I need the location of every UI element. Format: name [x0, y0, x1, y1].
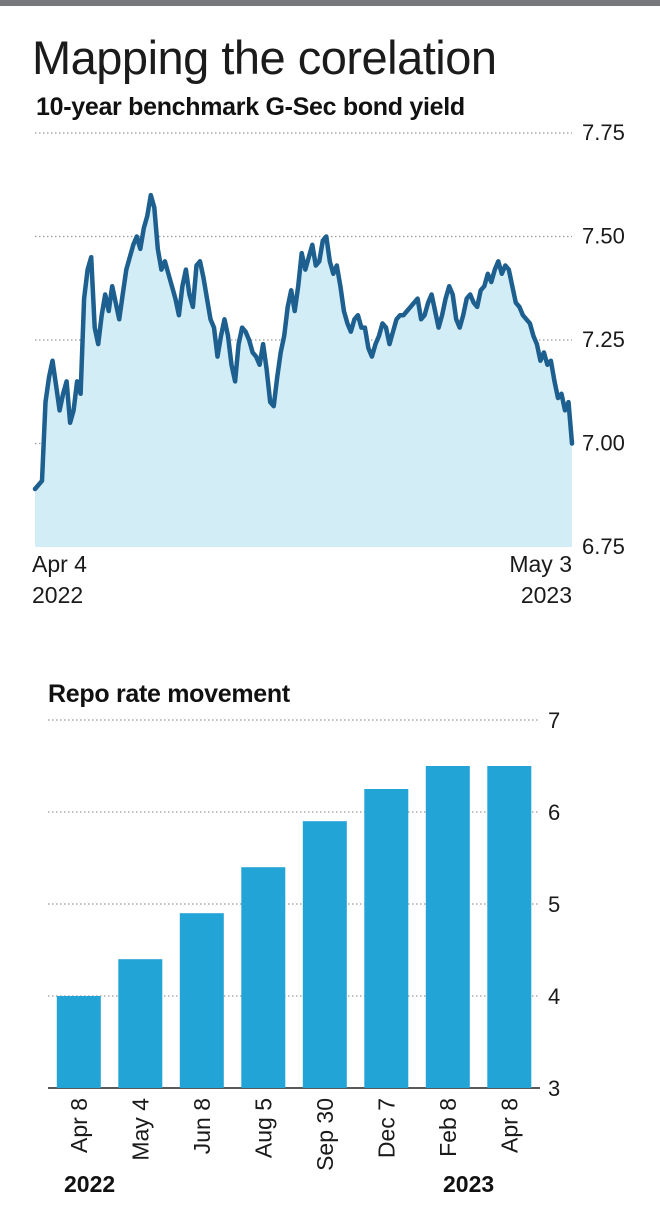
top-rule	[0, 0, 660, 6]
x-end-date-label: May 3	[509, 551, 572, 577]
page-title: Mapping the corelation	[32, 31, 497, 84]
yield-line	[32, 192, 575, 492]
repo-year-label-2022: 2022	[64, 1171, 115, 1197]
repo-category-label: Feb 8	[435, 1098, 461, 1157]
repo-bar	[487, 766, 532, 1088]
repo-bars	[56, 766, 532, 1088]
repo-bar	[241, 867, 286, 1088]
yield-y-tick-label: 7.75	[582, 120, 625, 145]
yield-area	[35, 195, 572, 547]
repo-bar	[179, 913, 224, 1088]
x-start-date-label: Apr 4	[32, 551, 87, 577]
yield-y-tick-label: 7.25	[582, 327, 625, 352]
repo-bar	[56, 996, 101, 1088]
repo-x-axis: Apr 8 May 4 Jun 8 Aug 5 Sep 30 Dec 7 Feb 8 Apr …	[66, 1098, 522, 1171]
yield-y-axis: 7.75 7.50 7.25 7.00 6.75	[582, 120, 625, 559]
repo-y-tick-label: 4	[548, 984, 560, 1009]
repo-y-tick-label: 5	[548, 892, 560, 917]
repo-category-label: Dec 7	[373, 1098, 399, 1158]
repo-chart: 7 6 5 4 3 Apr 8 May 4 Jun 8 Aug 5 Sep 30 Dec 7 Feb…	[48, 708, 560, 1197]
x-start-year-label: 2022	[32, 582, 83, 608]
repo-category-label: Apr 8	[496, 1098, 522, 1153]
repo-year-label-2023: 2023	[443, 1171, 494, 1197]
repo-bar	[118, 959, 163, 1088]
repo-category-label: Sep 30	[312, 1098, 338, 1171]
repo-bar	[302, 821, 347, 1088]
yield-y-tick-label: 7.50	[582, 224, 625, 249]
yield-chart-title: 10-year benchmark G-Sec bond yield	[36, 93, 465, 121]
yield-y-tick-label: 6.75	[582, 534, 625, 559]
repo-y-axis: 7 6 5 4 3	[548, 708, 560, 1101]
repo-category-label: Jun 8	[189, 1098, 215, 1154]
yield-chart: 7.75 7.50 7.25 7.00 6.75 Apr 4 2022 May 3 20…	[32, 120, 625, 608]
repo-category-label: May 4	[127, 1098, 153, 1161]
repo-category-label: Aug 5	[250, 1098, 276, 1158]
repo-bar	[364, 789, 409, 1088]
repo-y-tick-label: 6	[548, 800, 560, 825]
x-end-year-label: 2023	[521, 582, 572, 608]
repo-y-tick-label: 7	[548, 708, 560, 733]
repo-bar	[425, 766, 470, 1088]
yield-y-tick-label: 7.00	[582, 431, 625, 456]
repo-category-label: Apr 8	[66, 1098, 92, 1153]
repo-chart-title: Repo rate movement	[48, 680, 290, 708]
repo-y-tick-label: 3	[548, 1076, 560, 1101]
